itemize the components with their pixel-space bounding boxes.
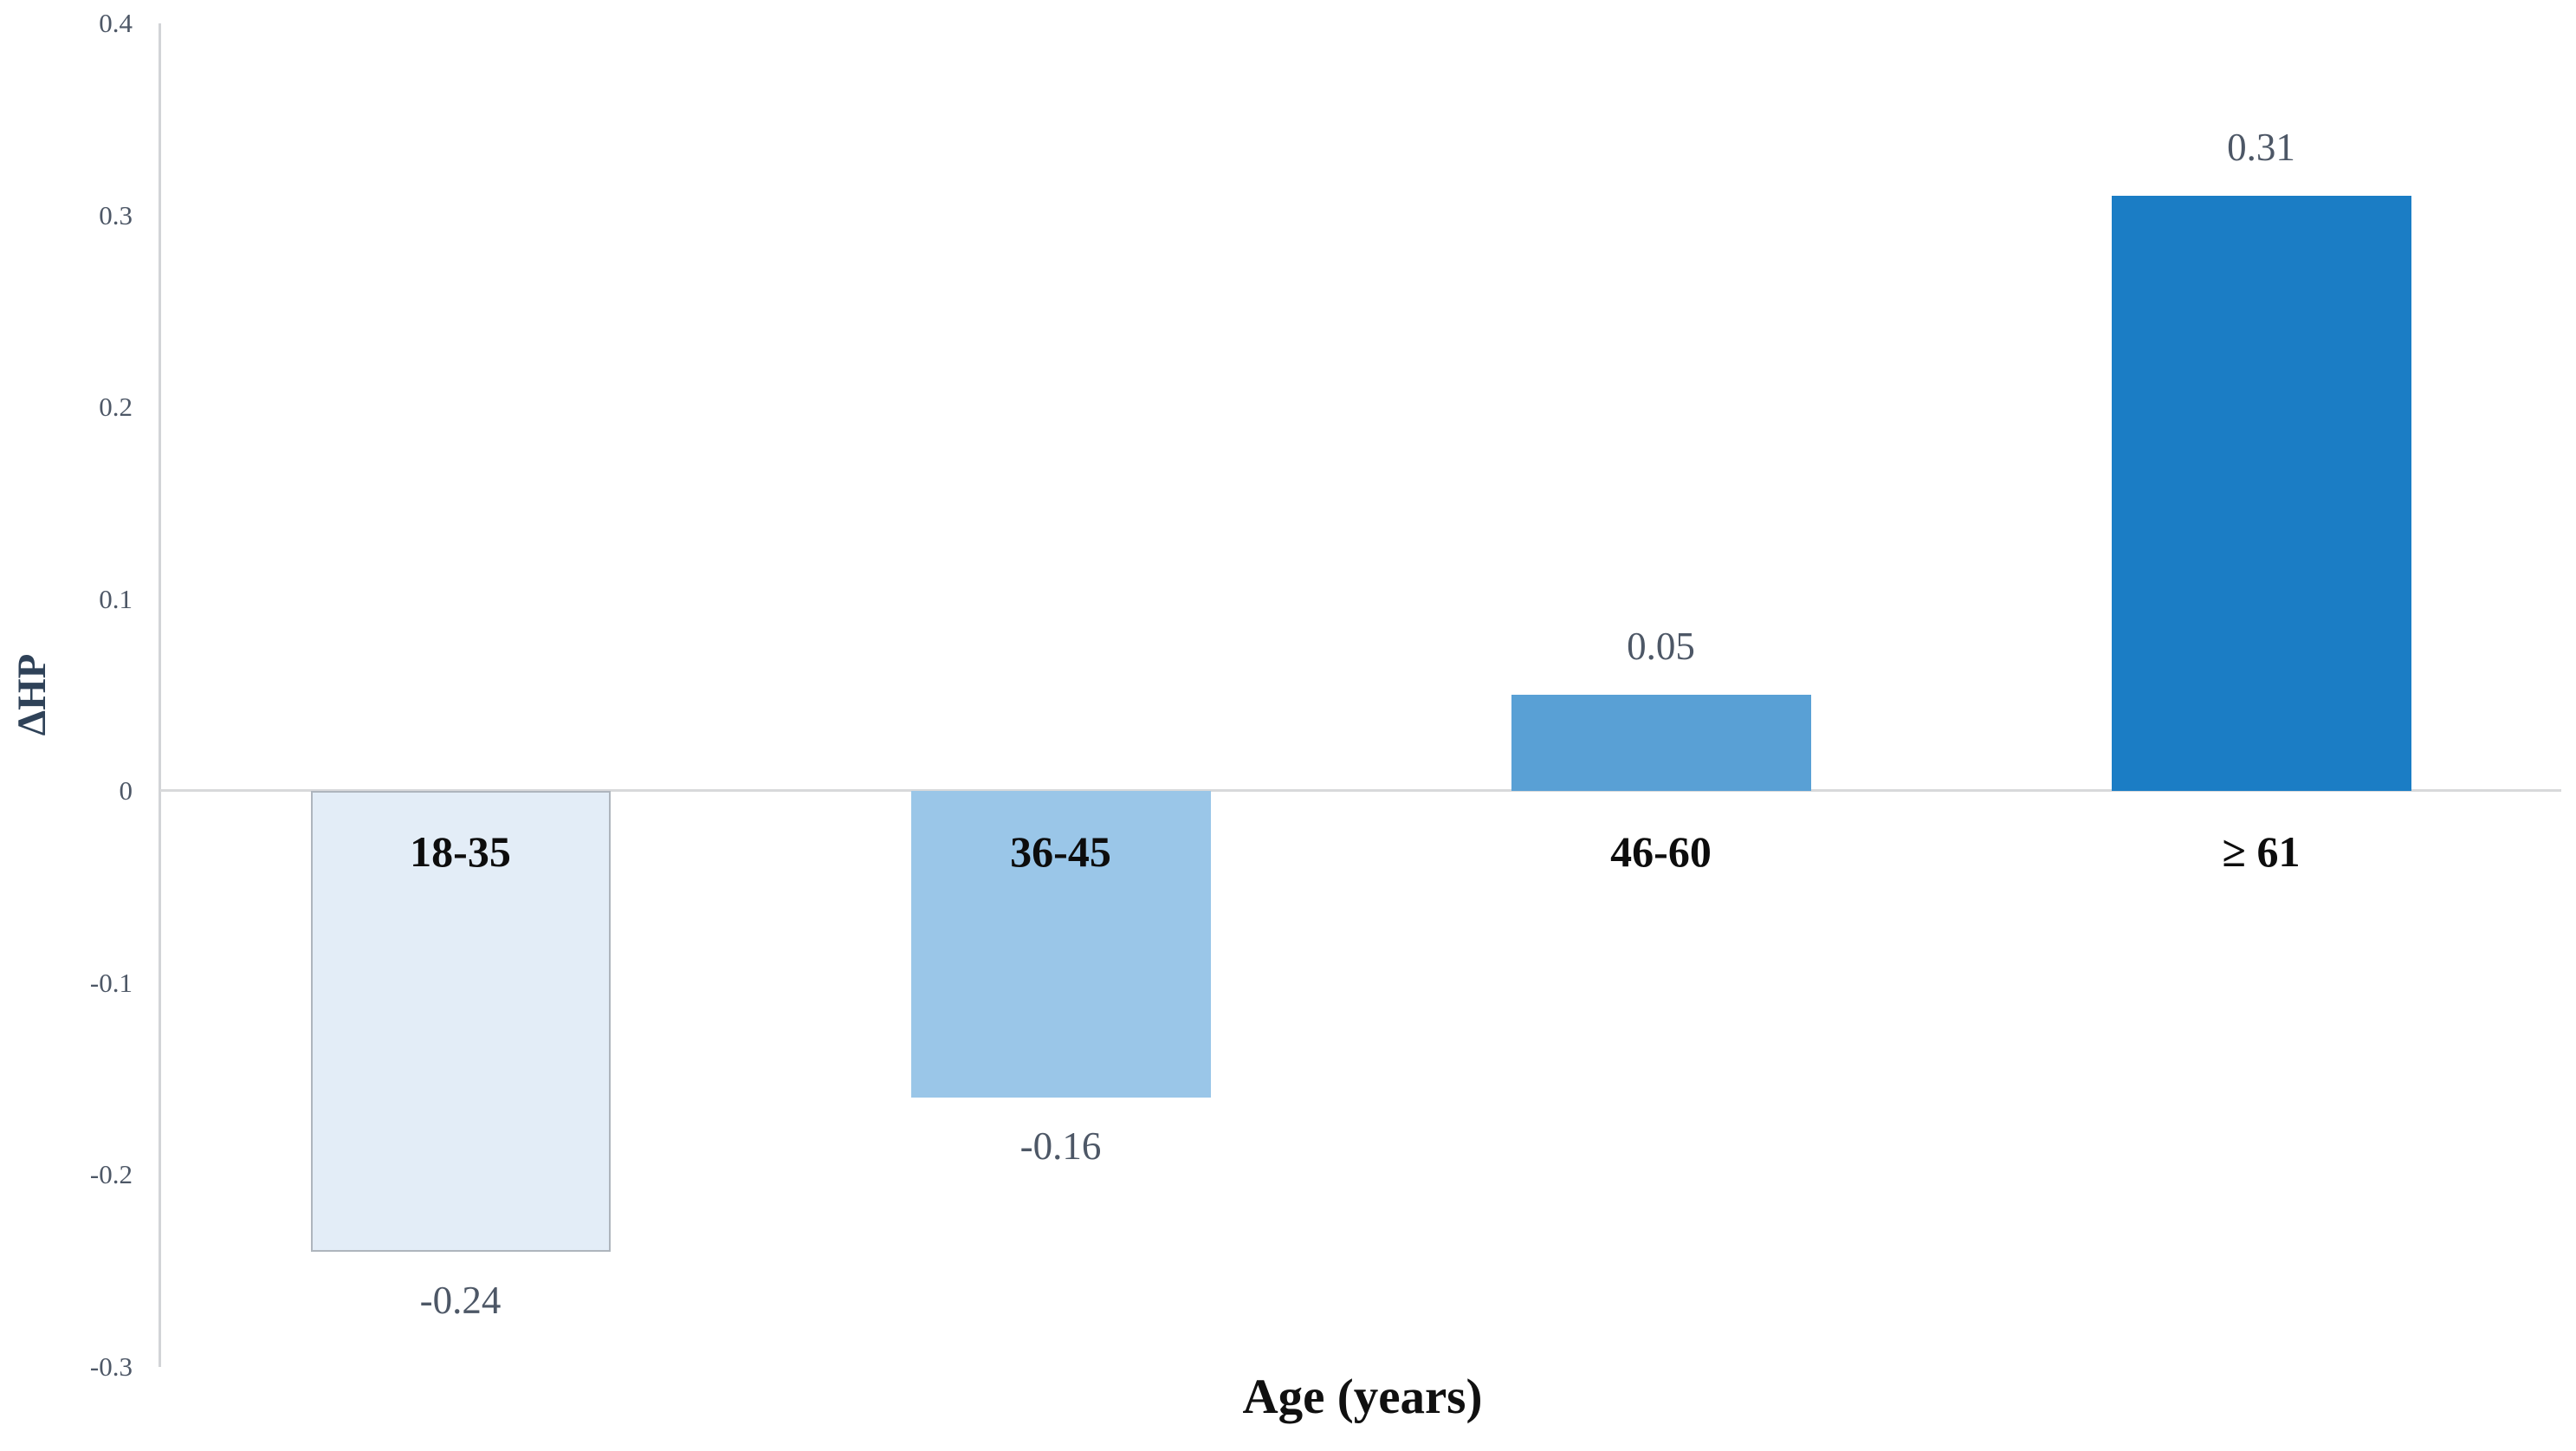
y-tick-label: 0 bbox=[119, 775, 133, 806]
y-axis-title: ΔHP bbox=[10, 653, 55, 736]
y-tick-label: -0.1 bbox=[89, 967, 133, 998]
y-tick-label: -0.3 bbox=[89, 1351, 133, 1382]
bar bbox=[2111, 196, 2411, 791]
y-tick-label: -0.2 bbox=[89, 1159, 133, 1189]
bar-value-label: 0.05 bbox=[1627, 625, 1695, 669]
bar-value-label: -0.16 bbox=[1019, 1124, 1102, 1169]
bar-category-label: 18-35 bbox=[410, 827, 511, 876]
bar bbox=[1511, 695, 1811, 791]
x-axis-title: Age (years) bbox=[1242, 1370, 1483, 1424]
y-tick-label: 0.2 bbox=[99, 392, 133, 422]
bar-category-label: 46-60 bbox=[1610, 827, 1712, 876]
bar-category-label: ≥ 61 bbox=[2222, 827, 2301, 876]
bar-value-label: -0.24 bbox=[419, 1278, 502, 1322]
y-tick-label: 0.3 bbox=[99, 199, 133, 230]
bar-category-label: 36-45 bbox=[1010, 827, 1111, 876]
bar bbox=[310, 791, 611, 1252]
zero-gridline bbox=[160, 789, 2561, 792]
y-tick-label: 0.4 bbox=[99, 8, 133, 38]
y-tick-label: 0.1 bbox=[99, 583, 133, 614]
bar bbox=[910, 791, 1211, 1098]
bar-value-label: 0.31 bbox=[2227, 126, 2295, 170]
y-axis-line bbox=[159, 23, 161, 1367]
